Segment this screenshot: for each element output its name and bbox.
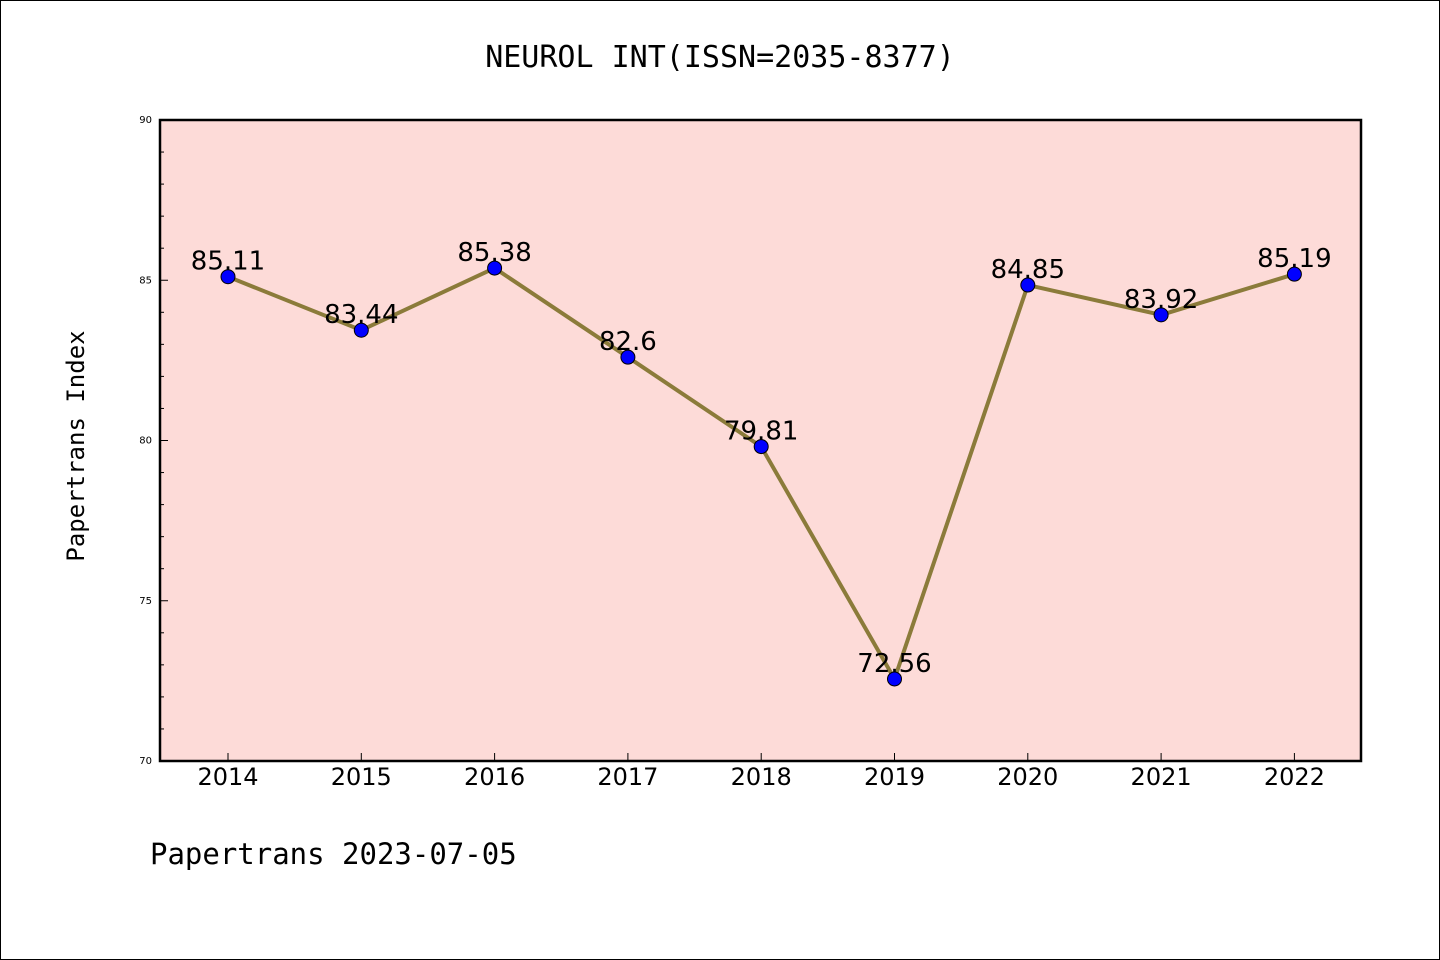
- y-tick-label: 70: [139, 756, 152, 767]
- y-tick-label: 80: [139, 436, 152, 447]
- data-point: [1286, 266, 1302, 282]
- data-point: [753, 439, 769, 455]
- data-point: [887, 671, 902, 687]
- data-point: [487, 260, 503, 276]
- x-tick-label: 2020: [997, 763, 1058, 791]
- data-label: 84.85: [991, 255, 1065, 285]
- x-tick-label: 2016: [464, 763, 525, 791]
- data-label: 83.92: [1124, 285, 1198, 315]
- data-labels: 85.11 83.44 85.38 82.6 79.81 72.56 84.85 83.92 8…: [191, 238, 1332, 679]
- chart-title: NEUROL INT(ISSN=2035-8377): [485, 40, 955, 75]
- data-point: [1020, 277, 1036, 293]
- data-point: [220, 269, 236, 285]
- x-tick-label: 2015: [331, 763, 392, 791]
- data-point: [353, 322, 369, 338]
- y-axis-label: Papertrans Index: [62, 330, 90, 561]
- data-point: [620, 349, 636, 365]
- data-label: 85.11: [191, 247, 265, 277]
- data-label: 82.6: [599, 327, 657, 357]
- x-tick-label: 2019: [864, 763, 925, 791]
- x-tick-label: 2021: [1131, 763, 1192, 791]
- x-tick-label: 2022: [1264, 763, 1325, 791]
- plot-border: [158, 118, 1363, 763]
- data-label: 85.19: [1257, 244, 1331, 274]
- data-label: 79.81: [724, 417, 798, 447]
- y-tick-label: 85: [139, 275, 152, 286]
- x-axis: 2014 2015 2016 2017 2018 2019 2020 2021 2022: [197, 753, 1325, 791]
- data-label: 72.56: [857, 649, 931, 679]
- footer-text: Papertrans 2023-07-05: [150, 837, 517, 871]
- x-tick-label: 2017: [597, 763, 658, 791]
- data-point: [1153, 307, 1169, 323]
- y-tick-label: 75: [139, 596, 152, 607]
- data-label: 83.44: [324, 300, 398, 330]
- series-markers: [220, 260, 1302, 687]
- data-label: 85.38: [457, 238, 531, 268]
- x-tick-label: 2018: [731, 763, 792, 791]
- x-tick-label: 2014: [197, 763, 258, 791]
- y-tick-label: 90: [139, 115, 152, 126]
